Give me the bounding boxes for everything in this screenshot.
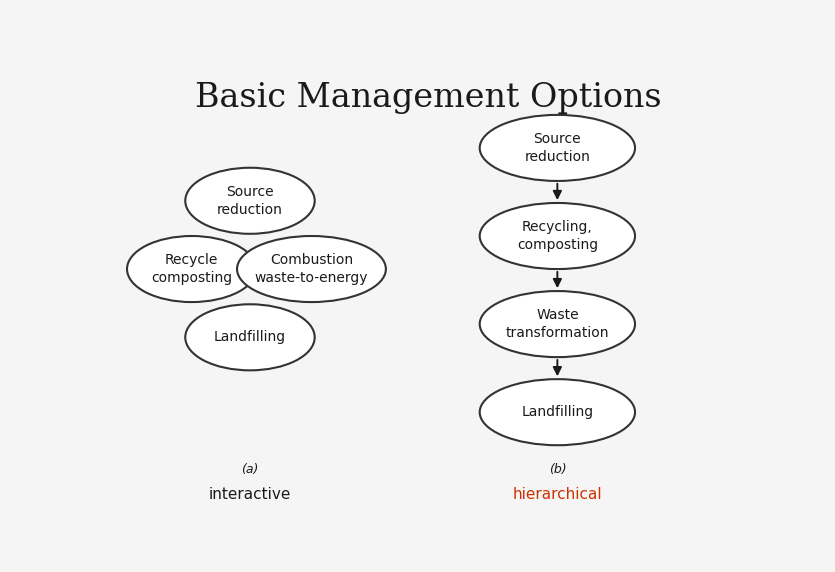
Text: Landfilling: Landfilling xyxy=(521,405,594,419)
Text: Recycle
composting: Recycle composting xyxy=(151,253,232,285)
Ellipse shape xyxy=(237,236,386,302)
Text: interactive: interactive xyxy=(209,487,291,502)
Ellipse shape xyxy=(479,379,635,445)
Text: Recycling,
composting: Recycling, composting xyxy=(517,220,598,252)
Text: Combustion
waste-to-energy: Combustion waste-to-energy xyxy=(255,253,368,285)
Ellipse shape xyxy=(185,304,315,370)
Text: hierarchical: hierarchical xyxy=(513,487,602,502)
Text: (b): (b) xyxy=(549,463,566,476)
Ellipse shape xyxy=(479,203,635,269)
Text: Source
reduction: Source reduction xyxy=(524,132,590,164)
Ellipse shape xyxy=(127,236,256,302)
Text: Basic Management Options: Basic Management Options xyxy=(195,82,661,114)
Ellipse shape xyxy=(479,291,635,357)
Text: Waste
transformation: Waste transformation xyxy=(506,308,609,340)
Ellipse shape xyxy=(185,168,315,234)
Ellipse shape xyxy=(479,115,635,181)
Text: Landfilling: Landfilling xyxy=(214,330,286,344)
Text: Source
reduction: Source reduction xyxy=(217,185,283,217)
Text: (a): (a) xyxy=(241,463,259,476)
